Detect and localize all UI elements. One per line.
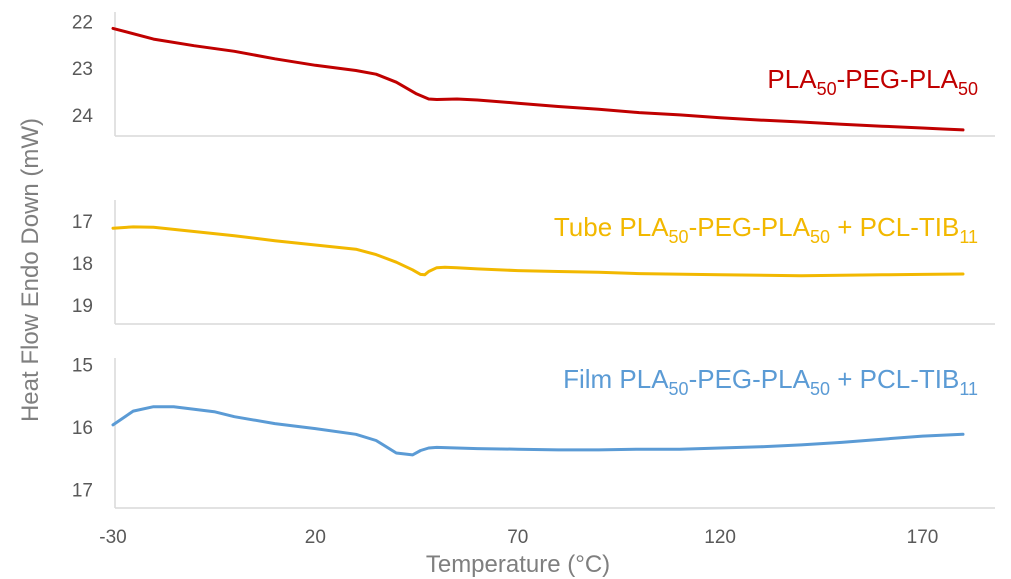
- y-axis-title: Heat Flow Endo Down (mW): [17, 118, 44, 422]
- label-subscript: 50: [669, 227, 689, 247]
- label-subscript: 50: [669, 379, 689, 399]
- x-axis-title: Temperature (°C): [426, 551, 610, 578]
- label-text: + PCL-TIB: [830, 364, 959, 394]
- panel-label-pla: PLA50-PEG-PLA50: [767, 64, 978, 99]
- y-tick-label: 23: [72, 59, 93, 80]
- x-axis: -30 20 70 120 170: [99, 527, 938, 548]
- label-subscript: 11: [959, 379, 978, 399]
- y-tick-label: 17: [72, 212, 93, 233]
- label-subscript: 11: [959, 227, 978, 247]
- y-tick-label: 18: [72, 254, 93, 275]
- y-tick-label: 17: [72, 480, 93, 501]
- label-text: PLA: [767, 64, 817, 94]
- x-tick-label: -30: [99, 527, 126, 548]
- y-tick-label: 15: [72, 355, 93, 376]
- label-subscript: 50: [810, 227, 830, 247]
- y-tick-label: 16: [72, 418, 93, 439]
- x-tick-label: 120: [704, 527, 736, 548]
- label-subscript: 50: [817, 79, 837, 99]
- label-text: Film PLA: [563, 364, 669, 394]
- label-subscript: 50: [810, 379, 830, 399]
- y-tick-label: 24: [72, 106, 94, 127]
- x-tick-label: 170: [907, 527, 939, 548]
- label-text: -PEG-PLA: [837, 64, 959, 94]
- series-line-tube: [111, 225, 965, 278]
- panel-label-tube: Tube PLA50-PEG-PLA50 + PCL-TIB11: [554, 212, 978, 247]
- y-tick-label: 22: [72, 12, 93, 33]
- label-text: -PEG-PLA: [689, 364, 811, 394]
- x-tick-label: 70: [507, 527, 528, 548]
- label-subscript: 50: [958, 79, 978, 99]
- series-line-film: [111, 405, 965, 457]
- panel-label-film: Film PLA50-PEG-PLA50 + PCL-TIB11: [563, 364, 978, 399]
- series-line-pla: [111, 26, 965, 132]
- x-tick-label: 20: [305, 527, 326, 548]
- label-text: + PCL-TIB: [830, 212, 959, 242]
- label-text: Tube PLA: [554, 212, 669, 242]
- y-tick-label: 19: [72, 296, 93, 317]
- label-text: -PEG-PLA: [689, 212, 811, 242]
